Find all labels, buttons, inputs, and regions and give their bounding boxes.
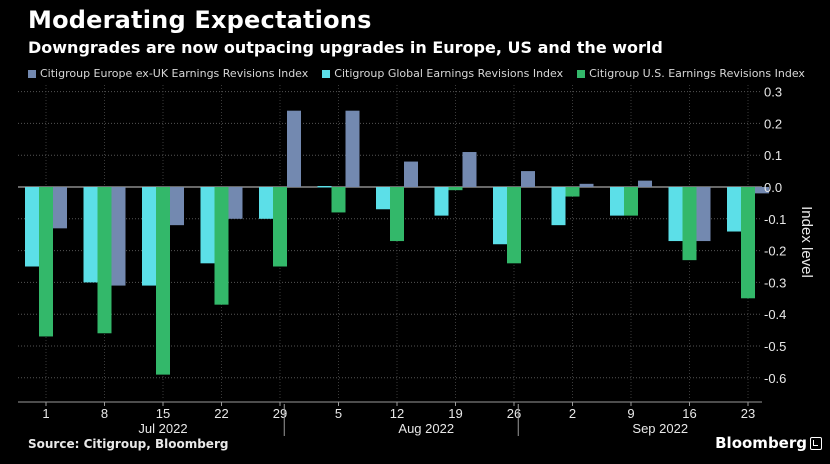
brand-name: Bloomberg: [715, 434, 807, 452]
bar-us: [448, 187, 463, 191]
x-tick-label: 23: [741, 406, 755, 421]
legend-label-europe: Citigroup Europe ex-UK Earnings Revision…: [40, 67, 309, 80]
bar-global: [434, 187, 449, 216]
source-note: Source: Citigroup, Bloomberg: [28, 437, 229, 451]
y-axis-label: Index level: [798, 206, 815, 278]
bar-europe: [638, 180, 652, 187]
bar-us: [156, 187, 170, 375]
x-tick-label: 8: [101, 406, 108, 421]
bar-global: [668, 187, 683, 242]
bar-europe: [521, 171, 535, 187]
x-tick-label: 16: [682, 406, 696, 421]
bar-europe: [228, 187, 243, 219]
y-tick-label: 0.3: [764, 85, 782, 100]
bar-global: [317, 186, 332, 188]
bar-us: [214, 187, 229, 305]
bar-global: [610, 187, 624, 216]
bar-global: [493, 187, 507, 245]
month-label: Sep 2022: [632, 421, 688, 436]
bar-us: [39, 187, 53, 337]
x-tick-label: 5: [335, 406, 342, 421]
bar-us: [390, 187, 404, 242]
chart-subtitle: Downgrades are now outpacing upgrades in…: [28, 38, 663, 57]
month-label: Jul 2022: [138, 421, 187, 436]
y-tick-label: -0.3: [764, 275, 786, 290]
bar-europe: [287, 110, 301, 187]
chart-title: Moderating Expectations: [28, 6, 372, 34]
y-tick-label: -0.4: [764, 307, 786, 322]
bar-us: [741, 187, 755, 299]
legend-label-global: Citigroup Global Earnings Revisions Inde…: [334, 67, 564, 80]
legend-item-us: Citigroup U.S. Earnings Revisions Index: [577, 67, 805, 80]
bar-europe: [579, 183, 594, 187]
bar-global: [200, 187, 215, 264]
legend-item-europe: Citigroup Europe ex-UK Earnings Revision…: [28, 67, 308, 80]
legend-swatch-global: [322, 69, 331, 78]
bar-europe: [170, 187, 184, 226]
bar-us: [565, 187, 580, 197]
legend-label-us: Citigroup U.S. Earnings Revisions Index: [589, 67, 805, 80]
y-tick-label: 0.2: [764, 116, 782, 131]
y-tick-label: -0.1: [764, 212, 786, 227]
x-tick-label: 12: [390, 406, 404, 421]
bloomberg-logo-icon: [810, 436, 822, 450]
bar-global: [259, 187, 273, 219]
legend-item-global: Citigroup Global Earnings Revisions Inde…: [322, 67, 563, 80]
x-tick-label: 29: [273, 406, 287, 421]
bar-global: [551, 187, 566, 226]
x-tick-label: 9: [627, 406, 634, 421]
bar-us: [507, 187, 521, 264]
y-tick-label: 0.1: [764, 148, 782, 163]
x-tick-label: 2: [569, 406, 576, 421]
y-tick-label: -0.5: [764, 339, 786, 354]
bar-europe: [755, 187, 769, 194]
x-tick-label: 15: [156, 406, 170, 421]
month-label: Aug 2022: [398, 421, 454, 436]
bar-global: [83, 187, 98, 283]
bar-us: [273, 187, 287, 267]
brand-logo: Bloomberg: [715, 434, 822, 452]
bar-europe: [345, 110, 360, 187]
bar-global: [25, 187, 39, 267]
bar-us: [331, 187, 346, 213]
x-tick-label: 19: [448, 406, 462, 421]
bar-us: [624, 187, 638, 216]
y-tick-label: -0.2: [764, 244, 786, 259]
x-tick-label: 22: [214, 406, 228, 421]
bar-europe: [53, 187, 67, 229]
x-tick-label: 1: [42, 406, 49, 421]
bar-global: [142, 187, 156, 286]
bar-us: [97, 187, 112, 334]
y-tick-label: 0.0: [764, 180, 782, 195]
x-tick-label: 26: [507, 406, 521, 421]
bar-global: [727, 187, 741, 232]
y-tick-label: -0.6: [764, 371, 786, 386]
bar-us: [682, 187, 697, 261]
chart-legend: Citigroup Europe ex-UK Earnings Revision…: [28, 67, 805, 80]
legend-swatch-us: [577, 69, 586, 78]
bar-europe: [111, 187, 126, 286]
bar-europe: [462, 152, 477, 187]
legend-swatch-europe: [28, 69, 36, 78]
bar-europe: [404, 161, 418, 187]
bar-global: [376, 187, 390, 210]
bar-europe: [696, 187, 711, 242]
